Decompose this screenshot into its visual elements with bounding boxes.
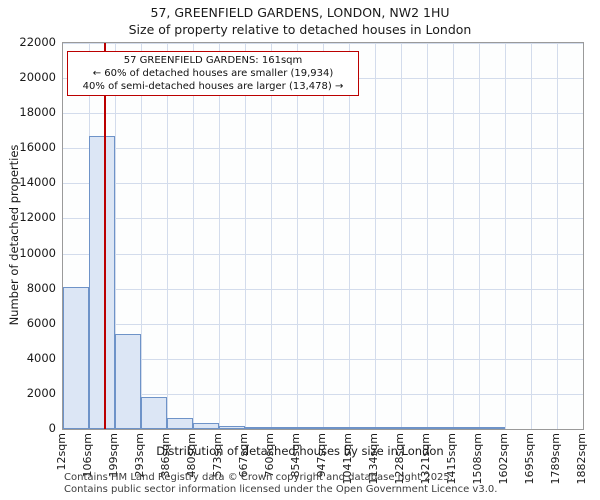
x-tick-label: 1508sqm: [471, 433, 484, 485]
y-tick-label: 10000: [19, 245, 56, 260]
y-tick-label: 18000: [19, 105, 56, 120]
annotation-line-1: 57 GREENFIELD GARDENS: 161sqm: [123, 55, 303, 66]
histogram-bar: [479, 427, 505, 429]
gridline-vertical: [557, 43, 558, 429]
gridline-vertical: [245, 43, 246, 429]
histogram-bar: [297, 427, 323, 429]
x-tick-label: 1602sqm: [497, 433, 510, 485]
gridline-vertical: [297, 43, 298, 429]
gridline-vertical: [349, 43, 350, 429]
gridline-vertical: [479, 43, 480, 429]
gridline-vertical: [193, 43, 194, 429]
x-tick-label: 1789sqm: [549, 433, 562, 485]
x-tick-label: 1882sqm: [575, 433, 588, 485]
y-tick-label: 14000: [19, 175, 56, 190]
histogram-bar: [63, 286, 89, 429]
footer-attribution-2: Contains public sector information licen…: [64, 484, 498, 495]
histogram-bar: [453, 427, 479, 429]
y-tick-label: 2000: [26, 385, 56, 400]
gridline-vertical: [323, 43, 324, 429]
x-tick-label: 1695sqm: [523, 433, 536, 485]
histogram-bar: [245, 427, 271, 429]
histogram-bar: [141, 397, 167, 429]
histogram-bar: [375, 427, 401, 429]
y-tick-label: 6000: [26, 315, 56, 330]
histogram-bar: [219, 426, 245, 429]
y-tick-label: 20000: [19, 70, 56, 85]
gridline-vertical: [271, 43, 272, 429]
y-tick-label: 16000: [19, 140, 56, 155]
gridline-vertical: [167, 43, 168, 429]
histogram-bar: [427, 427, 453, 429]
histogram-bar: [167, 417, 193, 429]
y-axis-label: Number of detached properties: [7, 144, 21, 326]
histogram-bar: [193, 422, 219, 429]
y-tick-label: 8000: [26, 280, 56, 295]
annotation-box: 57 GREENFIELD GARDENS: 161sqm ← 60% of d…: [67, 51, 359, 96]
gridline-vertical: [401, 43, 402, 429]
gridline-vertical: [453, 43, 454, 429]
y-tick-label: 0: [48, 421, 56, 435]
gridline-vertical: [115, 43, 116, 429]
plot-area: 57 GREENFIELD GARDENS: 161sqm ← 60% of d…: [62, 42, 584, 430]
y-tick-label: 22000: [19, 35, 56, 49]
gridline-vertical: [141, 43, 142, 429]
footer-attribution-1: Contains HM Land Registry data © Crown c…: [64, 472, 453, 483]
x-axis-label: Distribution of detached houses by size …: [156, 444, 444, 458]
histogram-bar: [401, 427, 427, 429]
gridline-vertical: [505, 43, 506, 429]
chart-subtitle: Size of property relative to detached ho…: [128, 22, 472, 37]
chart-title: 57, GREENFIELD GARDENS, LONDON, NW2 1HU: [150, 5, 450, 20]
histogram-bar: [349, 427, 375, 429]
gridline-vertical: [219, 43, 220, 429]
histogram-bar: [89, 136, 115, 429]
gridline-vertical: [531, 43, 532, 429]
gridline-vertical: [375, 43, 376, 429]
histogram-bar: [271, 427, 297, 429]
annotation-line-3: 40% of semi-detached houses are larger (…: [82, 81, 344, 92]
gridline-vertical: [427, 43, 428, 429]
annotation-line-2: ← 60% of detached houses are smaller (19…: [92, 68, 334, 79]
y-tick-label: 12000: [19, 210, 56, 225]
histogram-bar: [323, 427, 349, 429]
histogram-bar: [115, 334, 141, 429]
y-tick-label: 4000: [26, 350, 56, 365]
property-marker-line: [104, 43, 106, 429]
